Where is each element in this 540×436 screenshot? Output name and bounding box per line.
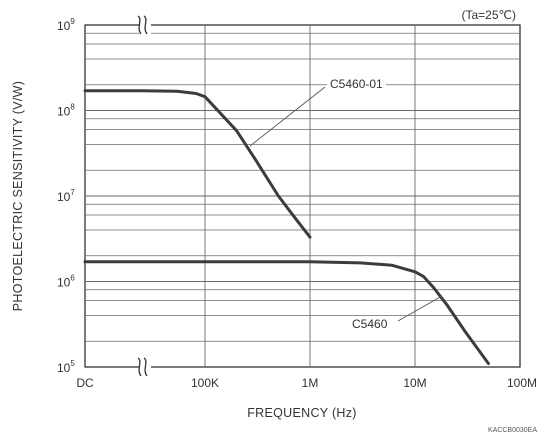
x-tick-label: 1M [302, 376, 319, 390]
grid-lines [85, 25, 520, 367]
x-tick-label: 100M [507, 376, 537, 390]
y-tick-label: 107 [57, 188, 75, 204]
callout-label-bg [327, 77, 387, 91]
y-tick-label: 109 [57, 17, 75, 33]
callout-leader [249, 86, 326, 147]
y-tick-label: 108 [57, 103, 75, 119]
y-tick-base: 10 [57, 19, 71, 33]
axis-break-top-left [137, 15, 142, 35]
y-tick-exponent: 9 [70, 17, 75, 26]
callout-label-bg [349, 317, 391, 331]
series-name-label: C5460 [352, 317, 388, 331]
series-name-label: C5460-01 [330, 77, 383, 91]
y-tick-exponent: 7 [70, 188, 75, 197]
data-series [83, 89, 490, 365]
x-axis-title: FREQUENCY (Hz) [247, 406, 357, 420]
x-tick-label: DC [76, 376, 94, 390]
axis-break-bottom-left [137, 357, 142, 377]
series-line [83, 260, 490, 365]
series-callouts: C5460-01 C5460 [249, 77, 443, 331]
condition-label: (Ta=25℃) [462, 8, 517, 22]
y-tick-exponent: 8 [70, 103, 75, 112]
axis-break-top-right [143, 15, 148, 35]
figure-code: KACCB0030EA [488, 427, 537, 434]
series-line [83, 89, 312, 239]
x-tick-label: 10M [403, 376, 426, 390]
y-axis-title: PHOTOELECTRIC SENSITIVITY (V/W) [11, 81, 25, 311]
callout-leader [397, 295, 443, 322]
axis-break-marks [137, 15, 151, 377]
y-tick-exponent: 5 [70, 359, 75, 368]
y-tick-label: 106 [57, 274, 75, 290]
y-tick-base: 10 [57, 190, 71, 204]
y-tick-base: 10 [57, 276, 71, 290]
x-tick-labels: DC 100K 1M 10M 100M [76, 376, 537, 390]
y-tick-base: 10 [57, 105, 71, 119]
x-tick-label: 100K [191, 376, 219, 390]
y-tick-label: 105 [57, 359, 75, 375]
axis-break-bottom-right [143, 357, 148, 377]
y-tick-base: 10 [57, 361, 71, 375]
y-tick-exponent: 6 [70, 274, 75, 283]
